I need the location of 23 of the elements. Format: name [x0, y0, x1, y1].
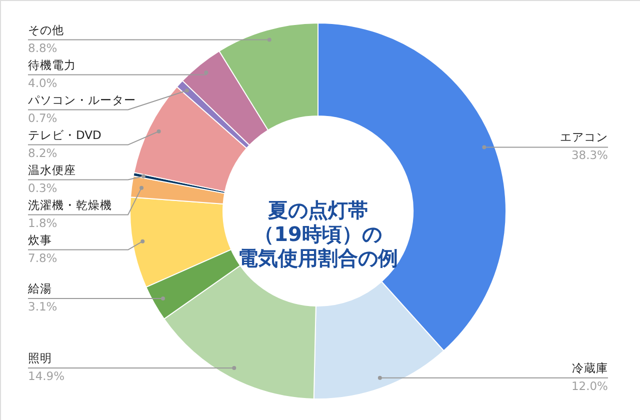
data-label: 4.0% — [28, 76, 58, 90]
data-label: 8.8% — [28, 40, 58, 55]
data-label: 14.9% — [28, 369, 65, 384]
slice-label: エアコン — [560, 130, 608, 144]
data-label: 8.2% — [28, 146, 58, 160]
slice-label: その他 — [28, 22, 64, 37]
slice-label: 温水便座 — [28, 162, 76, 177]
text: 夏の点灯帯（19時頃）の電気使用割合の例 — [238, 198, 398, 270]
data-label: 12.0% — [571, 378, 608, 393]
data-label: 1.8% — [28, 216, 58, 230]
data-label: 38.3% — [571, 148, 608, 162]
slice-label: 炊事 — [28, 232, 52, 247]
data-label: 7.8% — [28, 250, 58, 265]
data-label: 3.1% — [28, 300, 58, 314]
slice-label: 照明 — [28, 351, 52, 366]
slice-label: 給湯 — [27, 282, 52, 296]
data-label: 0.7% — [28, 110, 58, 125]
slice-label: 待機電力 — [28, 58, 76, 72]
slice-label: パソコン・ルーター — [27, 92, 136, 107]
slice-label: 冷蔵庫 — [572, 360, 608, 375]
slice-label: テレビ・DVD — [28, 128, 102, 142]
slice-label: 洗濯機・乾燥機 — [28, 198, 112, 212]
data-label: 0.3% — [28, 180, 58, 195]
